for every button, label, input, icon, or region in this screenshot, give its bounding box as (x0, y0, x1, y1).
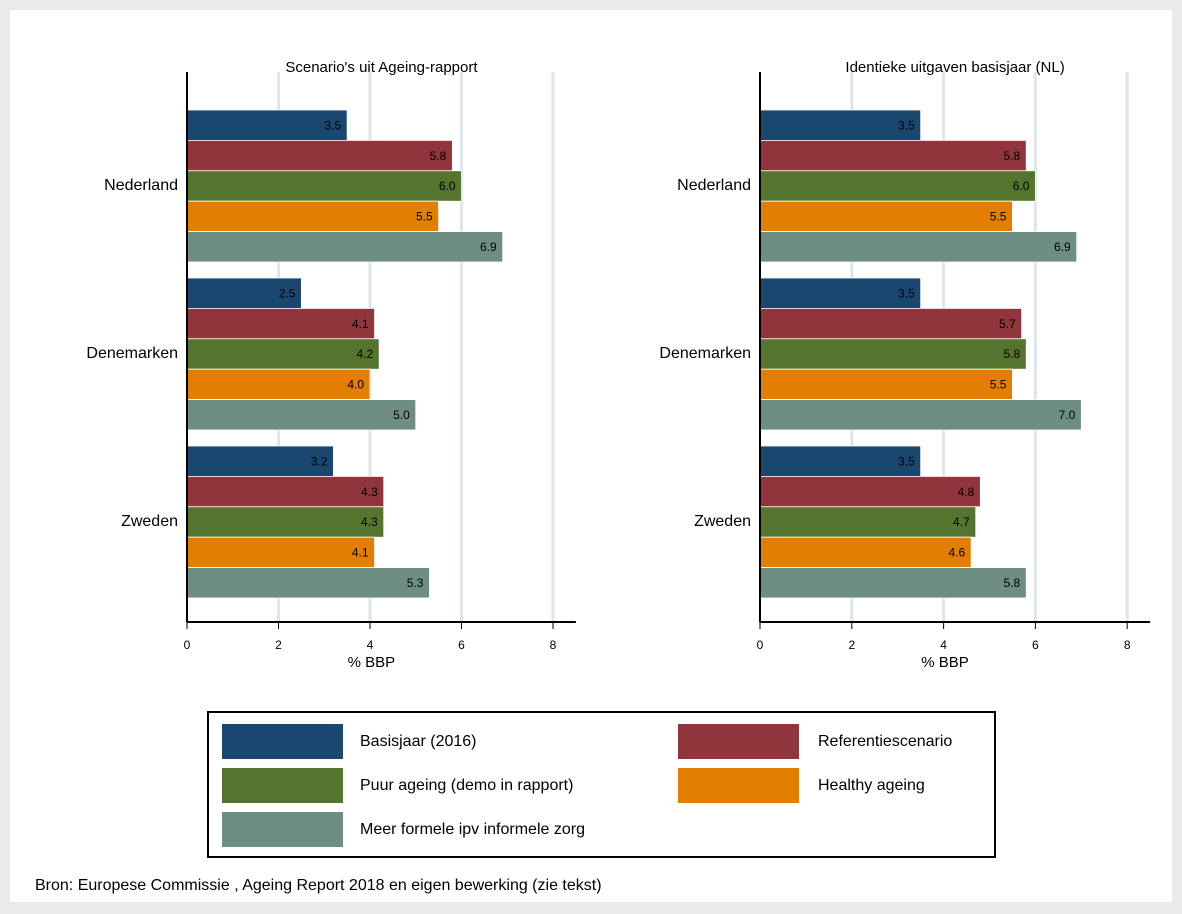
bar (759, 475, 981, 508)
bar (759, 445, 922, 477)
bar (186, 399, 417, 431)
bar (759, 338, 1027, 370)
x-tick-label: 4 (940, 638, 947, 652)
y-tick-label: Zweden (694, 513, 751, 530)
value-label: 3.5 (324, 118, 341, 132)
x-tick-label: 4 (367, 638, 374, 652)
bar (759, 368, 1013, 401)
y-tick-label: Nederland (677, 177, 751, 194)
value-label: 4.1 (352, 317, 369, 331)
bar (759, 567, 1027, 599)
y-tick-label: Denemarken (86, 345, 178, 362)
value-label: 4.2 (356, 347, 373, 361)
value-label: 4.3 (361, 485, 378, 499)
bar (186, 475, 385, 508)
legend-swatch (678, 724, 799, 759)
value-label: 6.9 (1054, 240, 1071, 254)
x-tick-label: 2 (848, 638, 855, 652)
value-label: 5.8 (1004, 149, 1021, 163)
value-label: 7.0 (1059, 408, 1076, 422)
value-label: 6.0 (439, 179, 456, 193)
bar (186, 567, 430, 599)
value-label: 4.0 (347, 378, 364, 392)
bar (759, 200, 1013, 232)
x-axis-title: % BBP (921, 654, 969, 671)
value-label: 5.5 (416, 210, 433, 224)
bar (186, 307, 375, 340)
legend-label: Referentiescenario (818, 733, 952, 750)
value-label: 4.7 (953, 515, 970, 529)
x-tick-label: 8 (550, 638, 557, 652)
bar (186, 200, 440, 232)
value-label: 5.5 (990, 210, 1007, 224)
bar (759, 277, 922, 309)
value-label: 3.5 (898, 118, 915, 132)
value-label: 5.0 (393, 408, 410, 422)
value-label: 4.1 (352, 546, 369, 560)
x-tick-label: 0 (757, 638, 764, 652)
chart-title: Scenario's uit Ageing-rapport (285, 59, 478, 76)
value-label: 3.5 (898, 286, 915, 300)
value-label: 3.5 (898, 454, 915, 468)
legend-swatch (222, 768, 343, 803)
bar (186, 536, 375, 569)
bar (186, 139, 453, 172)
value-label: 2.5 (279, 286, 296, 300)
legend-swatch (222, 812, 343, 847)
legend-box (207, 711, 996, 858)
bar (186, 338, 380, 370)
bar (186, 170, 462, 202)
bar (759, 139, 1027, 172)
x-tick-label: 0 (184, 638, 191, 652)
value-label: 5.8 (1004, 576, 1021, 590)
bar (759, 231, 1078, 263)
y-tick-label: Denemarken (659, 345, 751, 362)
value-label: 6.0 (1013, 179, 1030, 193)
legend-swatch (678, 768, 799, 803)
x-tick-label: 6 (1032, 638, 1039, 652)
legend-label: Healthy ageing (818, 777, 925, 794)
y-tick-label: Zweden (121, 513, 178, 530)
value-label: 5.3 (407, 576, 424, 590)
bar (186, 368, 371, 401)
value-label: 4.8 (958, 485, 975, 499)
value-label: 5.8 (1004, 347, 1021, 361)
bar (186, 506, 385, 538)
chart-title: Identieke uitgaven basisjaar (NL) (845, 59, 1064, 76)
value-label: 3.2 (311, 454, 328, 468)
legend-label: Meer formele ipv informele zorg (360, 821, 585, 838)
bar (186, 109, 348, 141)
bar (759, 506, 977, 538)
bar (186, 231, 504, 263)
legend-swatch (222, 724, 343, 759)
bar (759, 536, 972, 569)
x-tick-label: 8 (1124, 638, 1131, 652)
x-axis-title: % BBP (348, 654, 396, 671)
value-label: 4.3 (361, 515, 378, 529)
value-label: 6.9 (480, 240, 497, 254)
value-label: 5.8 (430, 149, 447, 163)
legend-label: Puur ageing (demo in rapport) (360, 777, 573, 794)
y-tick-label: Nederland (104, 177, 178, 194)
value-label: 5.7 (999, 317, 1016, 331)
value-label: 4.6 (948, 546, 965, 560)
x-tick-label: 2 (275, 638, 282, 652)
bar (759, 109, 922, 141)
bar (759, 399, 1082, 431)
bar (759, 307, 1023, 340)
source-note: Bron: Europese Commissie , Ageing Report… (35, 877, 602, 894)
x-tick-label: 6 (458, 638, 465, 652)
bar (759, 170, 1036, 202)
value-label: 5.5 (990, 378, 1007, 392)
legend-label: Basisjaar (2016) (360, 733, 477, 750)
